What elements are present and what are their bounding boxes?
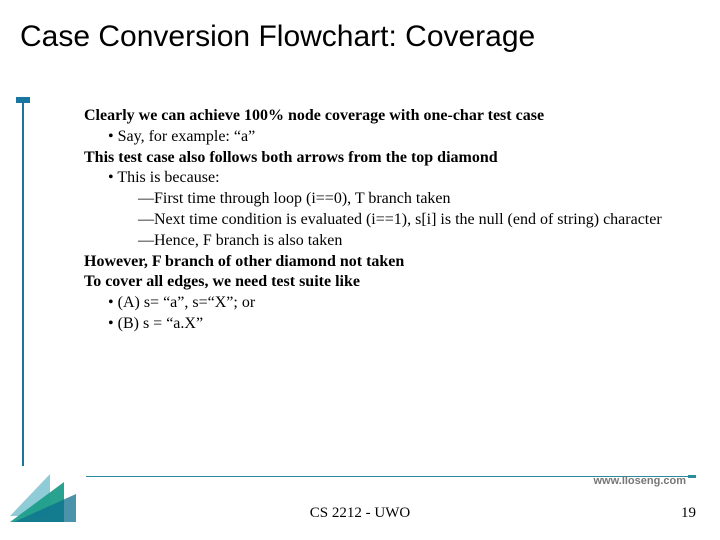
dash-text: Next time condition is evaluated (i==1),… xyxy=(154,211,662,228)
divider-bar xyxy=(22,100,24,466)
dash-item: First time through loop (i==0), T branch… xyxy=(156,189,684,210)
paragraph: Clearly we can achieve 100% node coverag… xyxy=(84,106,684,127)
paragraph: This test case also follows both arrows … xyxy=(84,148,684,169)
paragraph: However, F branch of other diamond not t… xyxy=(84,252,684,273)
dash-text: Hence, F branch is also taken xyxy=(154,232,342,249)
bullet-item: (B) s = “a.X” xyxy=(108,314,684,335)
footer-rule-cap xyxy=(688,475,696,478)
page-number: 19 xyxy=(681,505,696,522)
bullet-text: (A) s= “a”, s=“X”; or xyxy=(118,294,256,311)
bullet-text: Say, for example: “a” xyxy=(118,128,256,145)
body-content: Clearly we can achieve 100% node coverag… xyxy=(84,106,684,335)
footer-course: CS 2212 - UWO xyxy=(0,505,720,522)
bullet-text: (B) s = “a.X” xyxy=(118,315,203,332)
paragraph: To cover all edges, we need test suite l… xyxy=(84,272,684,293)
bullet-text: This is because: xyxy=(117,169,219,186)
dash-item: Next time condition is evaluated (i==1),… xyxy=(156,210,684,231)
bullet-item: (A) s= “a”, s=“X”; or xyxy=(108,293,684,314)
dash-text: First time through loop (i==0), T branch… xyxy=(154,190,451,207)
dash-item: Hence, F branch is also taken xyxy=(156,231,684,252)
footer-url: www.lloseng.com xyxy=(594,475,687,487)
left-divider xyxy=(16,100,30,466)
bullet-item: This is because: xyxy=(108,168,684,189)
bullet-item: Say, for example: “a” xyxy=(108,127,684,148)
slide: Case Conversion Flowchart: Coverage Clea… xyxy=(0,0,720,540)
slide-title: Case Conversion Flowchart: Coverage xyxy=(20,20,535,54)
